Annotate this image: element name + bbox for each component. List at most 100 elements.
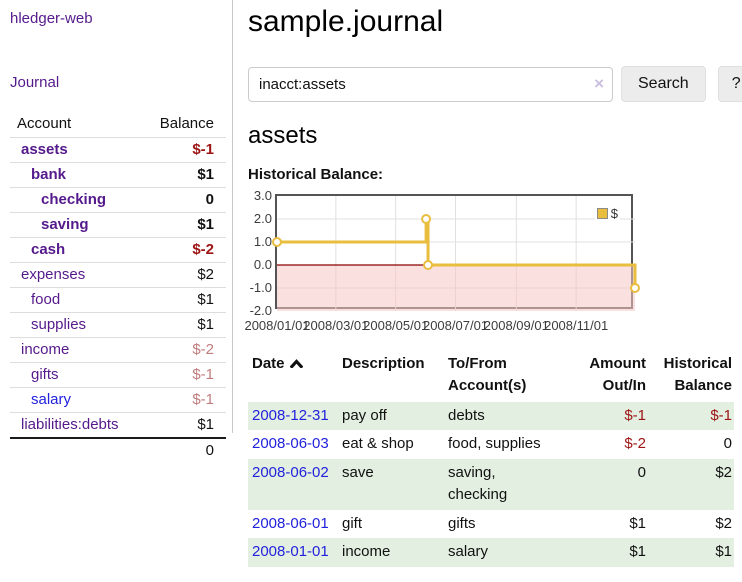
account-link[interactable]: bank: [31, 166, 67, 183]
account-row: food $1: [10, 287, 226, 313]
account-link[interactable]: checking: [41, 191, 107, 208]
account-balance: $1: [138, 287, 226, 313]
account-link[interactable]: expenses: [21, 266, 86, 283]
chart-canvas: [272, 196, 640, 311]
app-title-link[interactable]: hledger-web: [10, 10, 93, 27]
account-balance: $1: [138, 312, 226, 338]
transaction-date-link[interactable]: 2008-12-31: [252, 406, 329, 424]
transaction-date-link[interactable]: 2008-01-01: [252, 543, 329, 561]
search-bar: × Search ?: [248, 66, 742, 102]
accounts-table: Account Balance assets $-1 bank $1 checking 0…: [10, 112, 226, 463]
account-balance: $-1: [138, 387, 226, 413]
account-balance: $1: [138, 212, 226, 238]
register-header-accounts: To/From Account(s): [448, 355, 527, 394]
account-row: bank $1: [10, 162, 226, 188]
accounts-header-balance: Balance: [159, 115, 214, 132]
account-link[interactable]: cash: [31, 241, 66, 258]
y-axis-tick-label: 3.0: [253, 188, 272, 203]
transaction-date: 2008-06-01: [248, 510, 342, 539]
transaction-accounts: debts: [448, 406, 485, 424]
account-balance: $-1: [138, 137, 226, 163]
transaction-balance: $-1: [710, 406, 732, 424]
transaction-accounts: gifts: [448, 514, 476, 532]
transaction-date: 2008-06-03: [248, 430, 342, 459]
chart-plot-area: $: [272, 194, 640, 311]
account-link[interactable]: liabilities:debts: [21, 416, 119, 433]
transaction-date: 2008-06-02: [248, 459, 342, 510]
account-row: cash $-2: [10, 237, 226, 263]
transaction-amount: $-2: [624, 435, 646, 453]
account-link[interactable]: supplies: [31, 316, 87, 333]
account-row: gifts $-1: [10, 362, 226, 388]
search-button[interactable]: Search: [621, 66, 706, 102]
transaction-description: income: [342, 543, 391, 561]
y-axis-tick-label: 0.0: [253, 257, 272, 272]
account-row: assets $-1: [10, 137, 226, 163]
account-link[interactable]: saving: [41, 216, 89, 233]
transaction-balance: $1: [715, 543, 732, 561]
account-balance: $1: [138, 412, 226, 438]
accounts-header-row: Account Balance: [10, 112, 226, 138]
account-balance: $1: [138, 162, 226, 188]
transaction-row: 2008-06-03 eat & shop food, supplies $-2 0: [248, 430, 734, 459]
search-box: ×: [248, 66, 613, 102]
register-header-date[interactable]: Date: [248, 351, 342, 402]
account-row: supplies $1: [10, 312, 226, 338]
account-row: checking 0: [10, 187, 226, 213]
account-link[interactable]: food: [31, 291, 61, 308]
transaction-balance: $2: [715, 464, 732, 481]
account-balance: $-2: [138, 337, 226, 363]
sort-ascending-icon: [289, 359, 303, 368]
transaction-row: 2008-06-01 gift gifts $1 $2: [248, 510, 734, 539]
register-header-balance: Historical Balance: [663, 355, 732, 394]
transaction-accounts: salary: [448, 543, 489, 561]
account-heading: assets: [248, 122, 318, 149]
y-axis-tick-label: 2.0: [253, 211, 272, 226]
account-balance: 0: [138, 187, 226, 213]
account-balance: $-2: [138, 237, 226, 263]
x-axis-tick-label: 2008/03/01: [303, 318, 369, 333]
transaction-date-link[interactable]: 2008-06-01: [252, 514, 329, 532]
transaction-accounts: saving, checking: [448, 464, 508, 503]
transaction-row: 2008-06-02 save saving, checking 0 $2: [248, 459, 734, 510]
accounts-header-account: Account: [17, 115, 72, 132]
account-row: expenses $2: [10, 262, 226, 288]
y-axis-tick-label: -2.0: [249, 303, 272, 318]
accounts-table-body: assets $-1 bank $1 checking 0 saving $1 cash $-2 e…: [10, 137, 226, 438]
legend-swatch-icon: [596, 208, 608, 219]
register-table-body: 2008-12-31 pay off debts $-1 $-1 2008-06-03 ea…: [248, 401, 734, 567]
transaction-amount: 0: [637, 464, 646, 481]
sidebar-item-journal[interactable]: Journal: [10, 74, 60, 91]
balance-chart: $ 3.0 2.0 1.0 0.0 -1.0 -2.0 2008/01/01 2008/03/…: [244, 188, 742, 336]
transaction-date-link[interactable]: 2008-06-02: [252, 464, 329, 481]
transaction-date: 2008-12-31: [248, 402, 342, 431]
search-input[interactable]: [248, 66, 613, 102]
account-row: liabilities:debts $1: [10, 412, 226, 438]
account-link[interactable]: assets: [21, 141, 68, 158]
register-header-row: Date Description To/From Account(s) Amou…: [248, 351, 734, 402]
transaction-description: gift: [342, 514, 363, 532]
transaction-row: 2008-12-31 pay off debts $-1 $-1: [248, 401, 734, 431]
account-link[interactable]: gifts: [31, 366, 59, 383]
chart-label: Historical Balance:: [248, 166, 384, 183]
account-link[interactable]: salary: [31, 391, 72, 408]
transaction-balance: 0: [723, 435, 732, 453]
register-header-description[interactable]: Description: [342, 355, 425, 372]
account-balance: $-1: [138, 362, 226, 388]
account-balance: $2: [138, 262, 226, 288]
account-link[interactable]: income: [21, 341, 70, 358]
transaction-amount: $1: [629, 514, 646, 532]
x-axis-tick-label: 2008/09/01: [483, 318, 549, 333]
transaction-row: 2008-01-01 income salary $1 $1: [248, 538, 734, 567]
transaction-accounts: food, supplies: [448, 435, 541, 453]
clear-search-icon[interactable]: ×: [594, 73, 604, 93]
page-title: sample.journal: [248, 5, 444, 38]
y-axis-tick-label: -1.0: [249, 280, 272, 295]
help-button[interactable]: ?: [717, 66, 742, 102]
transaction-date: 2008-01-01: [248, 538, 342, 567]
x-axis-tick-label: 2008/01/01: [244, 318, 310, 333]
accounts-total-value: 0: [138, 437, 226, 463]
accounts-total-row: 0: [10, 437, 226, 463]
transaction-date-link[interactable]: 2008-06-03: [252, 435, 329, 453]
account-row: income $-2: [10, 337, 226, 363]
